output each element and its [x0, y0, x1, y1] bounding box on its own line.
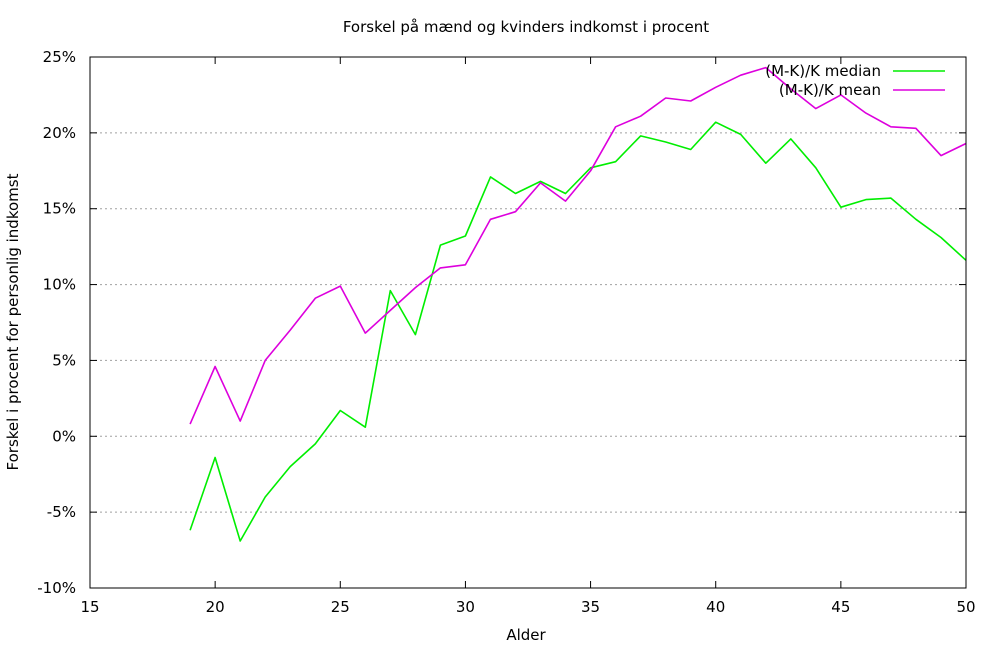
x-axis-label: Alder	[506, 626, 546, 644]
y-axis: -10% -5% 0% 5% 10% 15% 20% 25%	[37, 48, 966, 597]
plot-frame	[89, 56, 967, 589]
series-line-mean	[189, 66, 967, 425]
y-tick-label: -5%	[47, 503, 76, 521]
y-tick-label: 15%	[43, 200, 76, 218]
y-tick-label: 20%	[43, 124, 76, 142]
x-tick-label: 45	[831, 598, 850, 616]
y-tick-label: 10%	[43, 276, 76, 294]
chart-title: Forskel på mænd og kvinders indkomst i p…	[343, 18, 709, 36]
x-tick-label: 20	[206, 598, 225, 616]
series-lines	[189, 66, 967, 542]
y-tick-label: 0%	[52, 427, 76, 445]
x-tick-label: 50	[956, 598, 975, 616]
series-line-median	[189, 121, 967, 542]
grid-lines	[90, 132, 966, 513]
x-tick-label: 35	[581, 598, 600, 616]
x-axis: 15 20 25 30 35 40 45 50	[80, 57, 976, 616]
legend-label: (M-K)/K mean	[779, 81, 881, 99]
y-tick-label: 25%	[43, 48, 76, 66]
y-axis-label: Forskel i procent for personlig indkomst	[4, 173, 22, 470]
legend-label: (M-K)/K median	[765, 62, 881, 80]
x-tick-label: 15	[80, 598, 99, 616]
y-tick-label: -10%	[37, 579, 76, 597]
x-tick-label: 40	[706, 598, 725, 616]
x-tick-label: 30	[456, 598, 475, 616]
x-tick-label: 25	[331, 598, 350, 616]
y-tick-label: 5%	[52, 351, 76, 369]
legend: (M-K)/K median(M-K)/K mean	[765, 62, 945, 99]
